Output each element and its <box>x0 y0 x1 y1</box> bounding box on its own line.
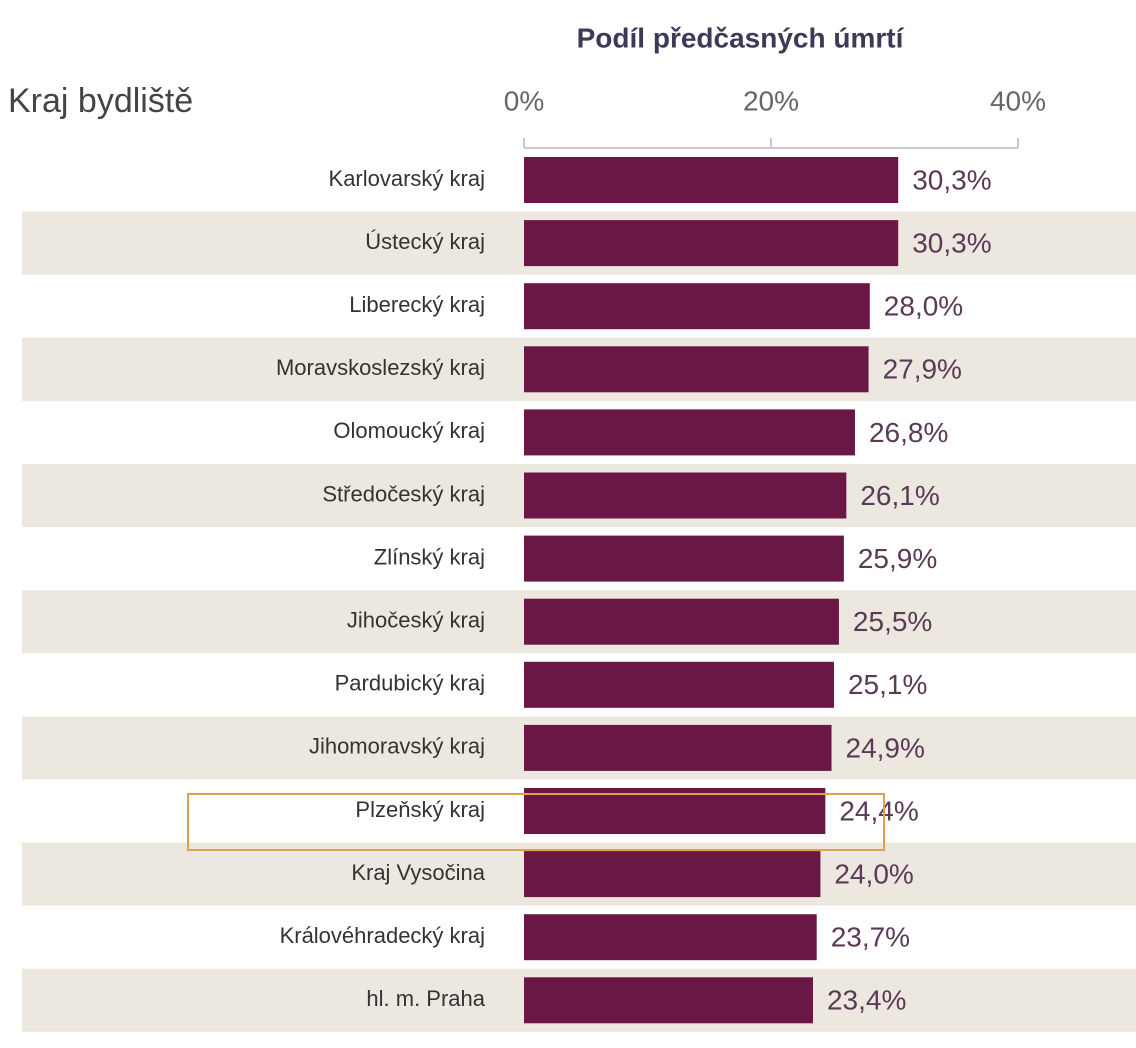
bar <box>524 157 899 203</box>
value-label: 24,4% <box>839 795 918 826</box>
category-label: Liberecký kraj <box>349 292 485 317</box>
bar <box>524 788 826 834</box>
bar <box>524 346 869 393</box>
value-label: 28,0% <box>884 291 963 322</box>
category-label: Jihočeský kraj <box>347 608 485 633</box>
category-label: Olomoucký kraj <box>333 418 485 443</box>
value-label: 23,4% <box>827 985 906 1016</box>
value-label: 30,3% <box>912 164 991 195</box>
value-label: 23,7% <box>831 922 910 953</box>
category-label: Jihomoravský kraj <box>309 734 485 759</box>
x-tick-label: 40% <box>990 85 1046 116</box>
bar <box>524 914 817 961</box>
x-tick-label: 20% <box>743 85 799 116</box>
bar <box>524 598 839 645</box>
bar <box>524 661 834 708</box>
value-label: 25,9% <box>858 543 937 574</box>
bar <box>524 409 855 456</box>
category-label: Královéhradecký kraj <box>280 923 485 948</box>
category-label: Kraj Vysočina <box>351 860 485 885</box>
bar <box>524 535 844 582</box>
category-label: Plzeňský kraj <box>355 797 485 822</box>
value-label: 25,5% <box>853 606 932 637</box>
bar <box>524 851 821 898</box>
value-label: 27,9% <box>883 354 962 385</box>
category-label: Karlovarský kraj <box>329 166 485 191</box>
selection-outline <box>187 793 885 851</box>
value-label: 26,1% <box>860 480 939 511</box>
bar <box>524 977 813 1024</box>
value-label: 25,1% <box>848 669 927 700</box>
value-label: 24,9% <box>846 732 925 763</box>
value-label: 30,3% <box>912 227 991 258</box>
bar <box>524 472 847 519</box>
value-label: 24,0% <box>834 858 913 889</box>
category-label: hl. m. Praha <box>366 986 485 1011</box>
bar <box>524 220 899 267</box>
axis-title: Kraj bydliště <box>8 82 193 120</box>
value-label: 26,8% <box>869 417 948 448</box>
bar <box>524 724 832 771</box>
chart-title: Podíl předčasných úmrtí <box>577 22 905 53</box>
category-label: Pardubický kraj <box>335 671 485 696</box>
category-label: Zlínský kraj <box>374 544 485 569</box>
category-label: Moravskoslezský kraj <box>276 355 485 380</box>
category-label: Ústecký kraj <box>365 229 485 254</box>
category-label: Středočeský kraj <box>322 481 485 506</box>
bar <box>524 283 870 330</box>
x-tick-label: 0% <box>504 85 544 116</box>
